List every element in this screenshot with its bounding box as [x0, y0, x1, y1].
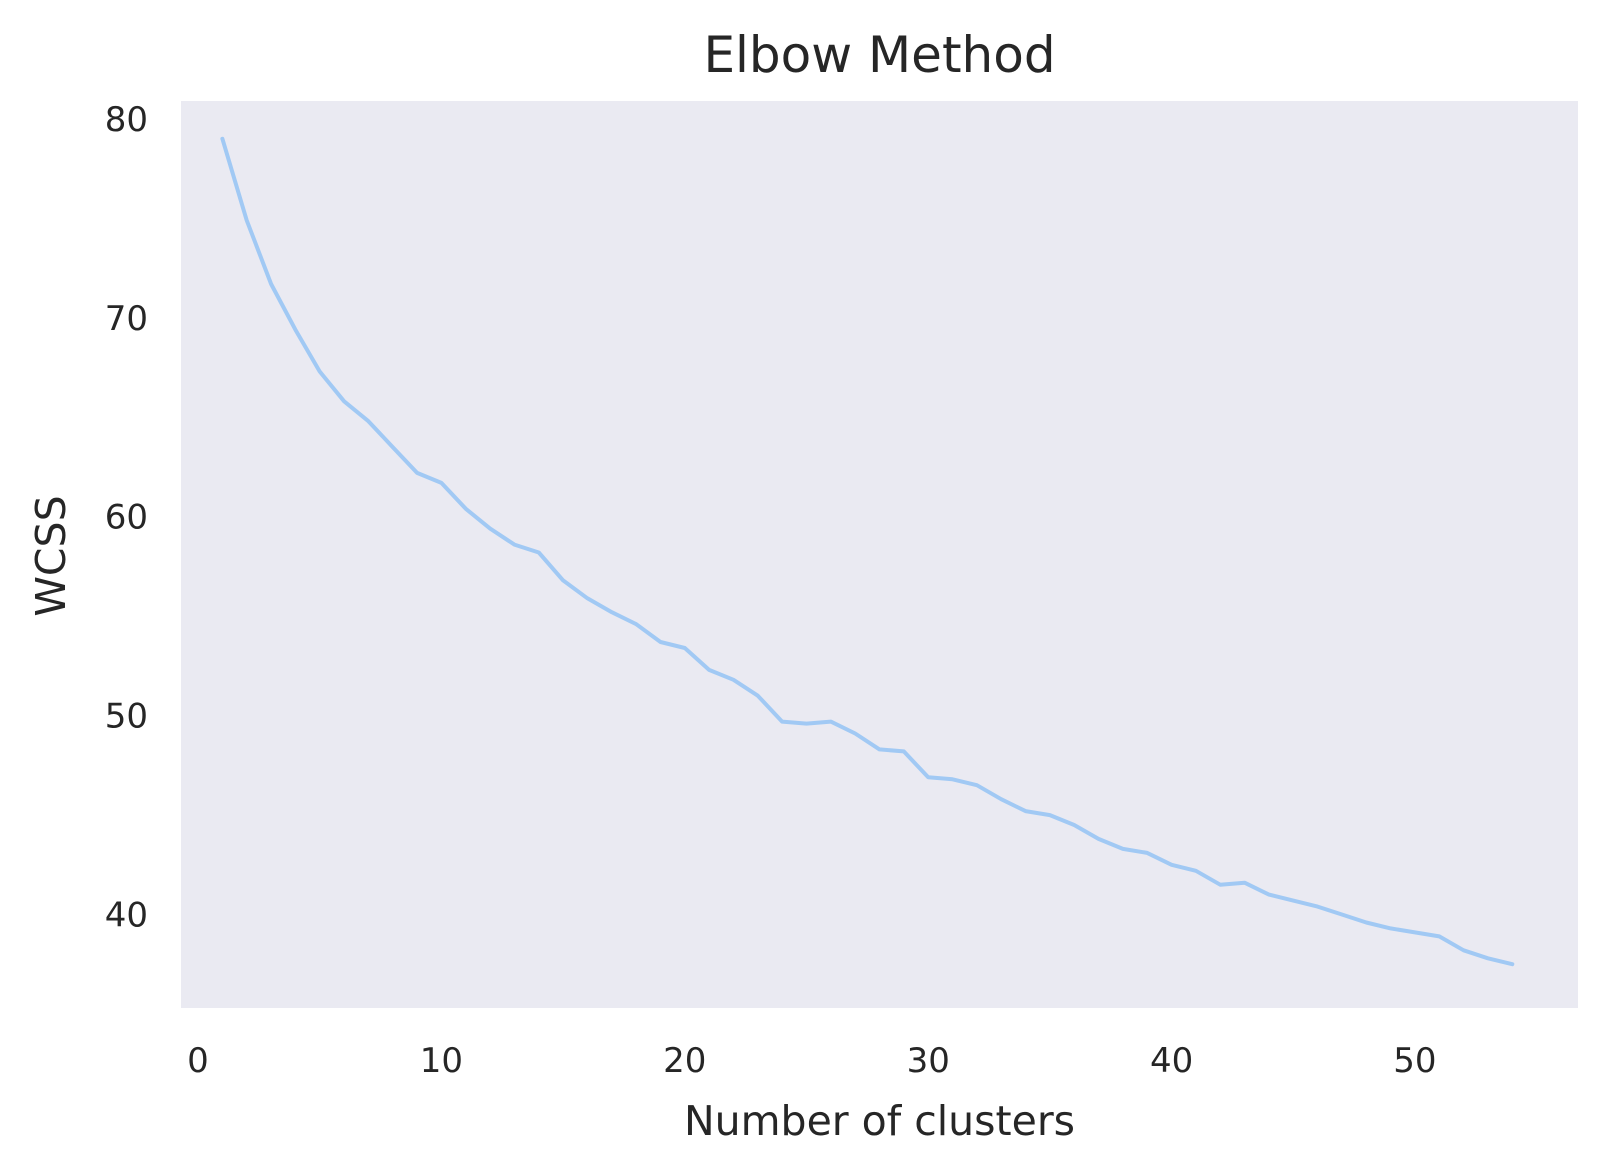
x-tick-label: 50	[1393, 1041, 1436, 1081]
plot-background	[181, 101, 1578, 1008]
y-tick-label: 80	[105, 100, 148, 140]
y-tick-label: 70	[105, 299, 148, 339]
chart-title: Elbow Method	[703, 26, 1055, 84]
y-tick-label: 60	[105, 498, 148, 538]
x-tick-label: 20	[663, 1041, 706, 1081]
x-tick-label: 10	[420, 1041, 463, 1081]
x-axis-label: Number of clusters	[684, 1097, 1075, 1145]
y-axis-label: WCSS	[27, 495, 75, 616]
x-tick-label: 40	[1150, 1041, 1193, 1081]
y-tick-label: 40	[105, 896, 148, 936]
x-tick-label: 0	[187, 1041, 209, 1081]
y-tick-label: 50	[105, 697, 148, 737]
wcss-series-line	[220, 136, 1515, 967]
x-tick-label: 30	[907, 1041, 950, 1081]
